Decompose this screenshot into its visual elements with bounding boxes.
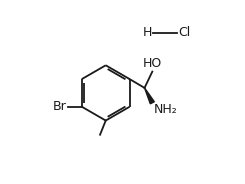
Text: HO: HO — [143, 57, 162, 70]
Polygon shape — [145, 88, 154, 104]
Text: Br: Br — [53, 100, 67, 113]
Text: NH₂: NH₂ — [153, 103, 177, 116]
Text: H: H — [143, 26, 152, 39]
Text: Cl: Cl — [178, 26, 191, 39]
